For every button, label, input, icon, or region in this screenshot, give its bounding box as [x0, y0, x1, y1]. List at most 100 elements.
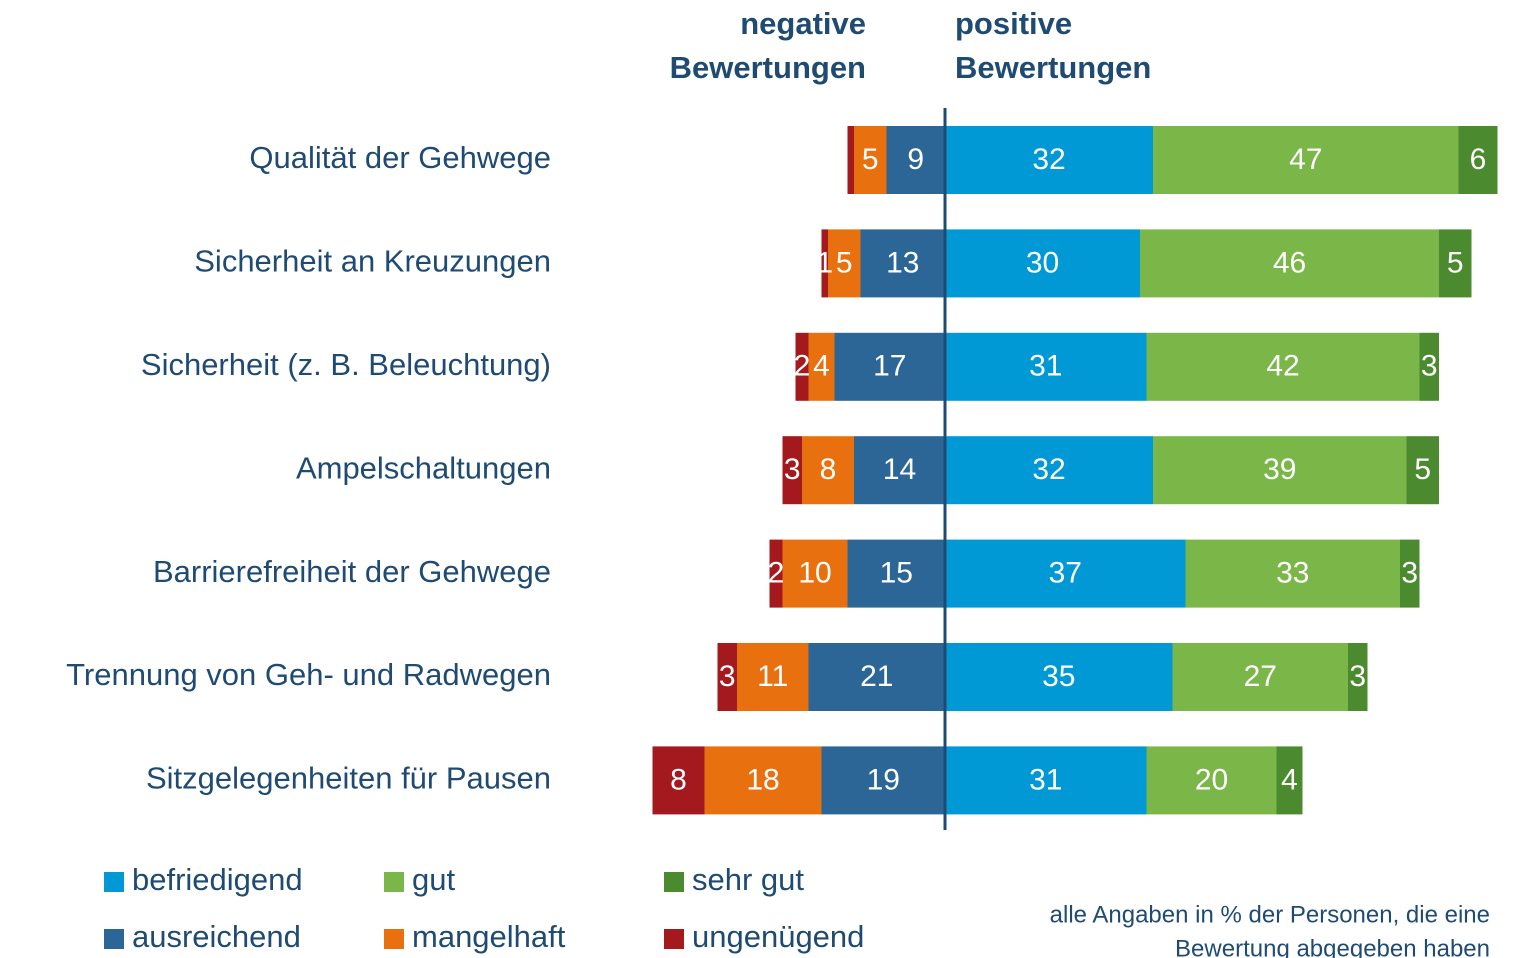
bar-segment: [945, 436, 1153, 505]
note: alle Angaben in % der Personen, die eine: [1050, 901, 1490, 928]
bar-segment: [1406, 436, 1439, 505]
value-label: 5: [836, 246, 853, 279]
category-label: Trennung von Geh- und Radwegen: [66, 657, 551, 692]
bar-segment: [1276, 746, 1303, 815]
bar-segment: [860, 229, 945, 298]
bar-segment: [717, 643, 737, 711]
category-label: Barrierefreiheit der Gehwege: [153, 554, 551, 589]
bar-segment: [821, 229, 828, 298]
bar-segment: [808, 643, 945, 711]
legend-swatch: [104, 929, 124, 949]
value-label: 31: [1029, 350, 1062, 383]
bar-segment: [945, 539, 1186, 608]
value-label: 2: [794, 350, 811, 383]
legend-label: ungenügend: [692, 919, 864, 954]
bar-segment: [769, 539, 783, 608]
header: Bewertungen: [670, 50, 866, 85]
bar-segment: [821, 746, 945, 815]
bar-segment: [945, 229, 1140, 298]
bar-segment: [1348, 643, 1368, 711]
category-label: Ampelschaltungen: [296, 450, 551, 485]
bar-segment: [945, 746, 1147, 815]
value-label: 19: [867, 763, 900, 796]
bar-segment: [1153, 126, 1459, 194]
value-label: 37: [1049, 557, 1082, 590]
category-label: Sitzgelegenheiten für Pausen: [146, 761, 551, 796]
legend-label: gut: [412, 862, 455, 897]
bar-segment: [802, 436, 854, 505]
bar-segment: [854, 126, 887, 194]
value-label: 3: [719, 660, 736, 693]
value-label: 11: [757, 660, 788, 693]
bar-segment: [652, 746, 705, 815]
bar-segment: [1458, 126, 1498, 194]
value-label: 17: [873, 350, 906, 383]
value-label: 47: [1289, 143, 1322, 176]
value-label: 8: [820, 453, 837, 486]
value-label: 27: [1244, 660, 1277, 693]
value-label: 13: [886, 246, 919, 279]
value-label: 31: [1029, 763, 1062, 796]
category-label: Sicherheit an Kreuzungen: [194, 244, 551, 279]
value-label: 1: [816, 246, 833, 279]
value-label: 32: [1032, 453, 1065, 486]
header: Bewertungen: [955, 50, 1151, 85]
category-label: Qualität der Gehwege: [249, 140, 551, 175]
value-label: 32: [1032, 143, 1065, 176]
value-label: 42: [1266, 350, 1299, 383]
legend-swatch: [104, 872, 124, 892]
value-label: 6: [1470, 143, 1487, 176]
note: Bewertung abgegeben haben: [1175, 935, 1490, 958]
value-label: 39: [1263, 453, 1296, 486]
value-label: 15: [880, 557, 913, 590]
value-label: 5: [1447, 246, 1464, 279]
bar-segment: [828, 229, 861, 298]
bar-segment: [1146, 746, 1277, 815]
value-label: 3: [1401, 557, 1418, 590]
legend-swatch: [384, 929, 404, 949]
bar-segment: [945, 126, 1153, 194]
bar-segment: [1439, 229, 1472, 298]
bar-segment: [808, 332, 835, 401]
bar-segment: [834, 332, 945, 401]
value-label: 5: [1414, 453, 1431, 486]
bar-segment: [1146, 332, 1420, 401]
bar-segment: [1185, 539, 1400, 608]
bar-segment: [847, 539, 945, 608]
value-label: 4: [813, 350, 830, 383]
bar-segment: [847, 126, 854, 194]
header: positive: [955, 6, 1072, 41]
value-label: 2: [768, 557, 785, 590]
value-label: 3: [1421, 350, 1438, 383]
bar-segment: [1400, 539, 1420, 608]
value-label: 33: [1276, 557, 1309, 590]
value-label: 9: [907, 143, 924, 176]
bar-segment: [737, 643, 809, 711]
bar-segment: [704, 746, 822, 815]
value-label: 5: [862, 143, 879, 176]
legend-swatch: [384, 872, 404, 892]
legend-label: mangelhaft: [412, 919, 566, 954]
value-label: 21: [860, 660, 893, 693]
legend-swatch: [664, 929, 684, 949]
bar-segment: [854, 436, 945, 505]
bar-segment: [1140, 229, 1439, 298]
bar-segment: [782, 539, 848, 608]
value-label: 20: [1195, 763, 1228, 796]
legend-swatch: [664, 872, 684, 892]
bar-segment: [945, 332, 1147, 401]
value-label: 46: [1273, 246, 1306, 279]
header: negative: [740, 6, 866, 41]
bar-segment: [795, 332, 809, 401]
value-label: 14: [883, 453, 916, 486]
legend-label: befriedigend: [132, 862, 303, 897]
bar-segment: [1172, 643, 1348, 711]
value-label: 3: [1349, 660, 1366, 693]
value-label: 10: [798, 557, 831, 590]
bar-segment: [1419, 332, 1439, 401]
bar-segment: [945, 643, 1173, 711]
bar-segment: [1153, 436, 1407, 505]
category-label: Sicherheit (z. B. Beleuchtung): [141, 347, 551, 382]
value-label: 4: [1281, 763, 1298, 796]
